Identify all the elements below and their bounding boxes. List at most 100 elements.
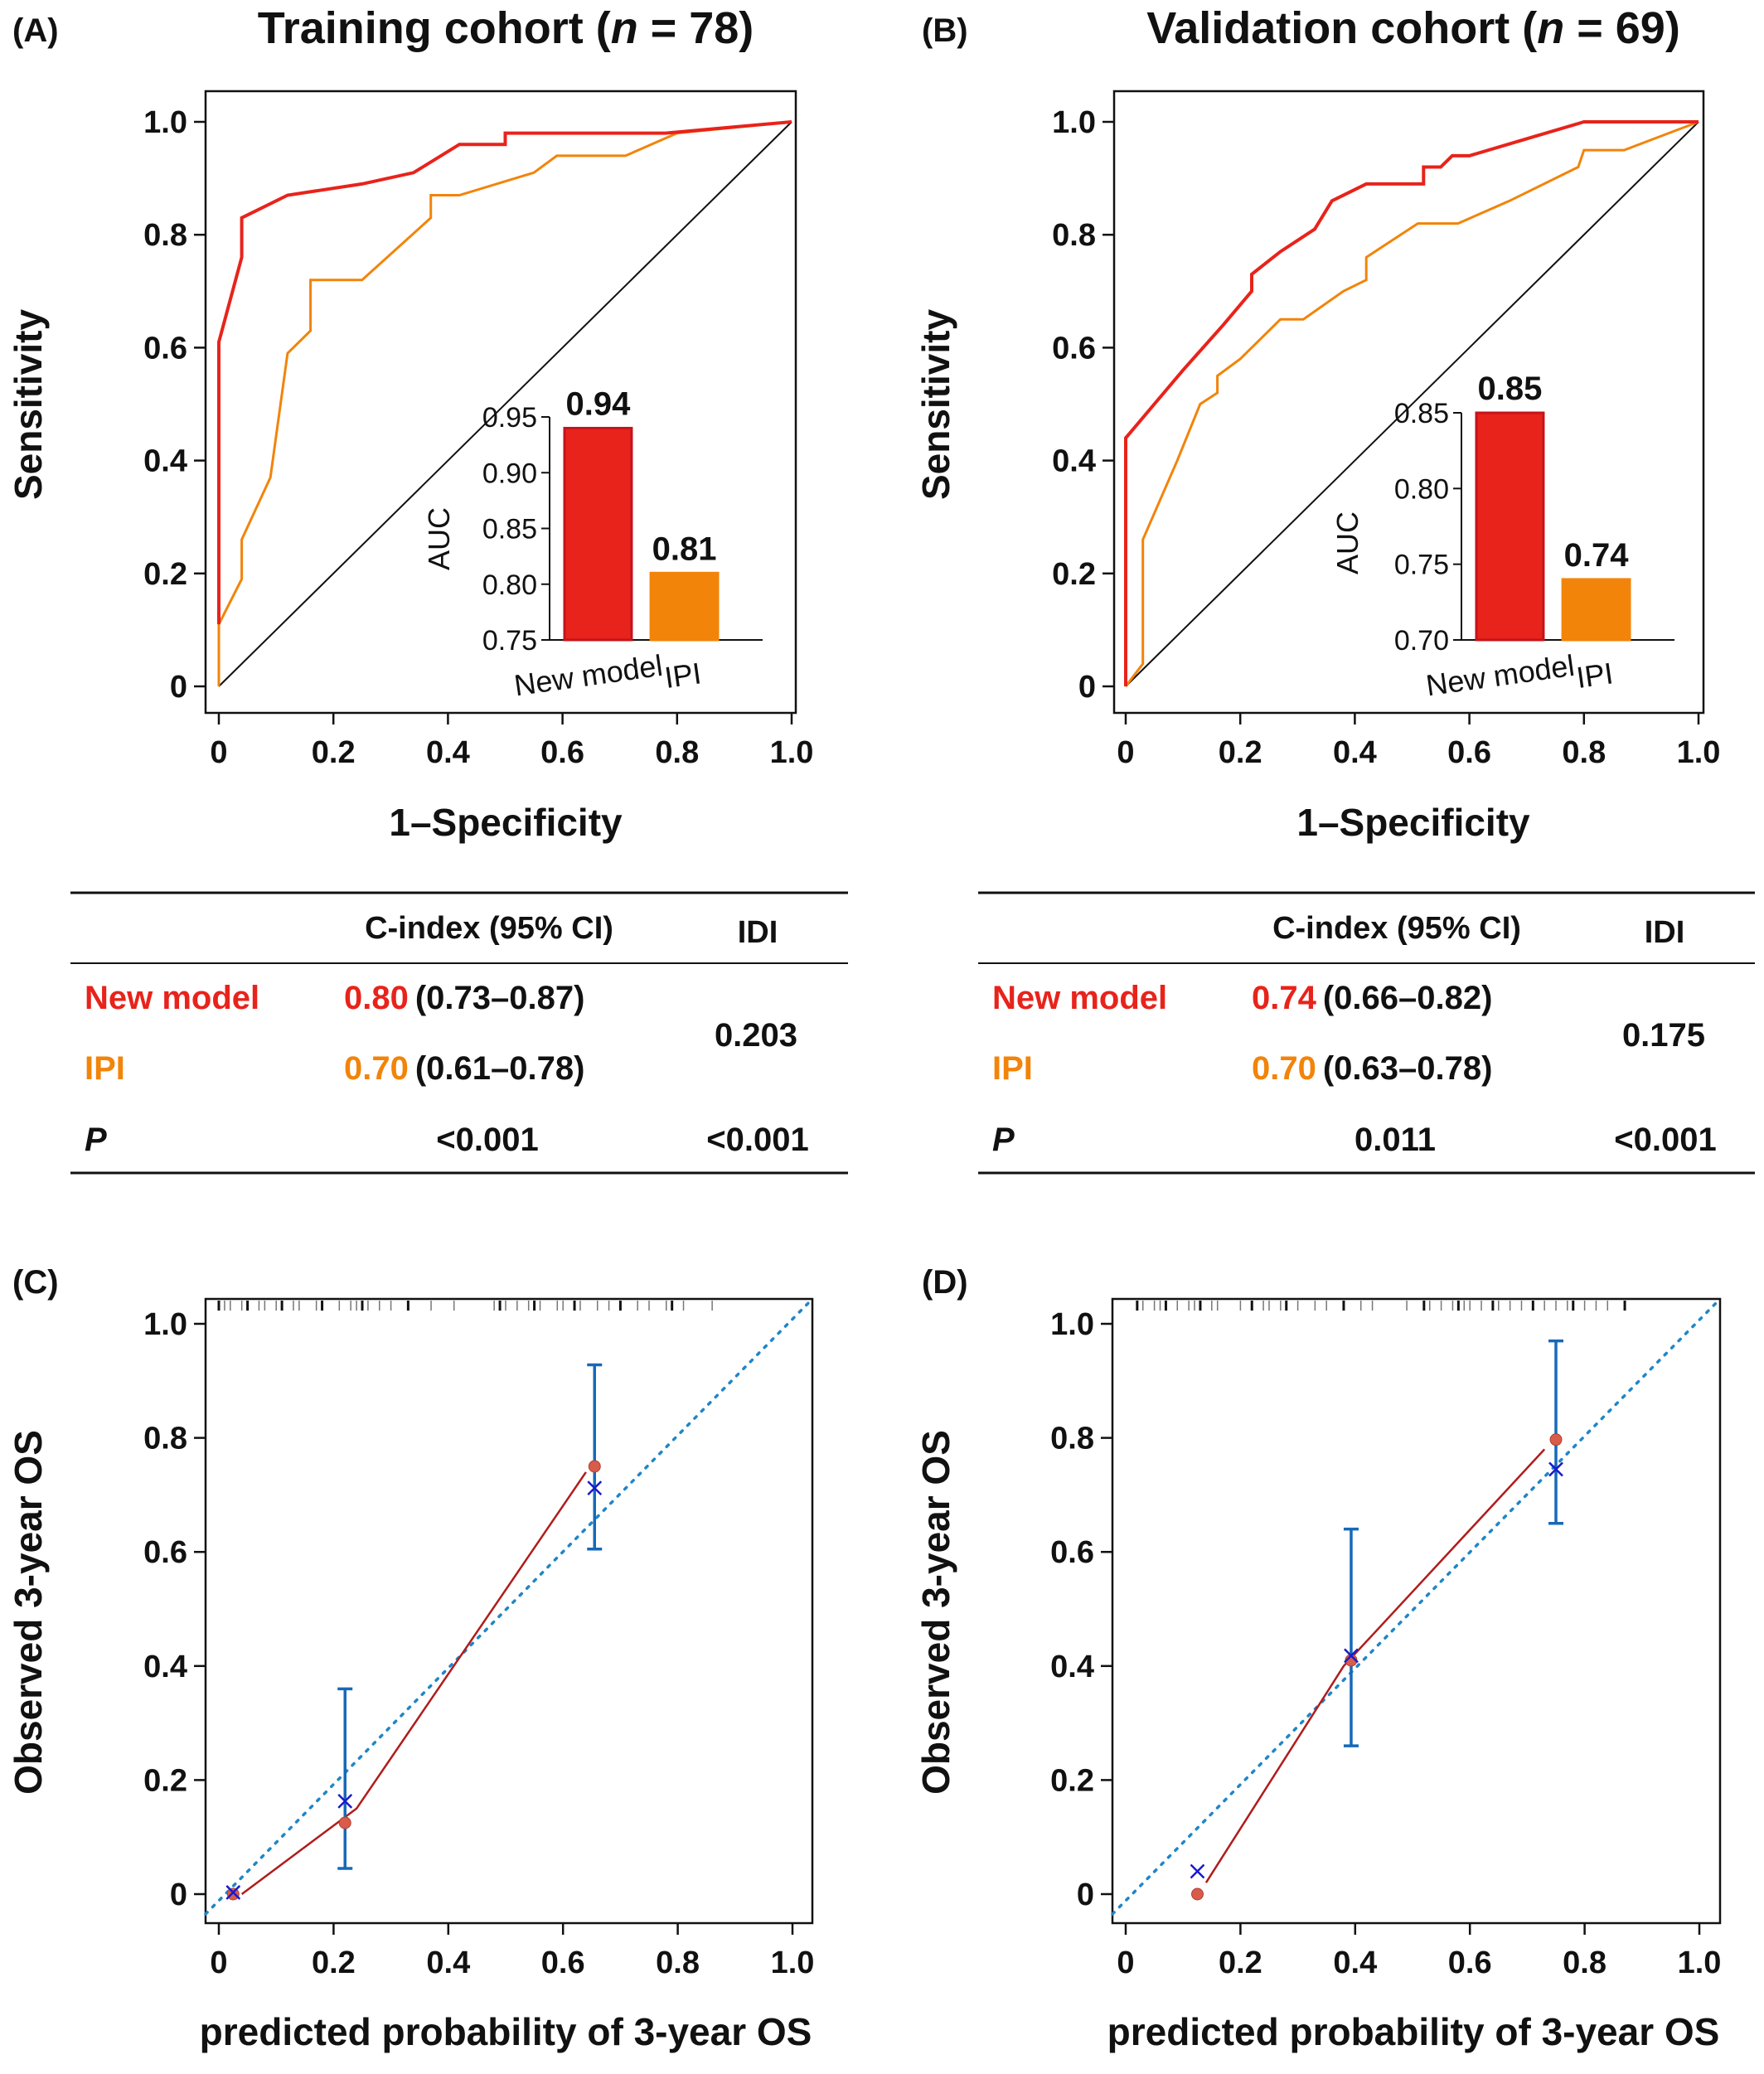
y-tick-label: 0.4 bbox=[143, 444, 187, 479]
y-tick-label: 1.0 bbox=[143, 105, 187, 140]
x-tick-label: 0.6 bbox=[1448, 1946, 1492, 1980]
x-axis-title: predicted probability of 3-year OS bbox=[200, 2010, 812, 2053]
x-tick-label: 1.0 bbox=[771, 1946, 815, 1980]
x-axis-title: predicted probability of 3-year OS bbox=[1107, 2010, 1720, 2053]
inset-category-label: IPI bbox=[1574, 656, 1615, 695]
y-tick-label: 0.8 bbox=[143, 1422, 187, 1456]
x-axis-title: 1–Specificity bbox=[1296, 801, 1530, 844]
panel-d-letter: (D) bbox=[922, 1264, 968, 1301]
auc-value-label: 0.85 bbox=[1478, 371, 1543, 407]
roc-series-ipi bbox=[217, 120, 792, 686]
y-tick-label: 0 bbox=[1077, 1878, 1094, 1912]
x-tick-label: 0.8 bbox=[1563, 1946, 1606, 1980]
inset-y-tick-label: 0.85 bbox=[1394, 398, 1449, 429]
p-value-idi: <0.001 bbox=[706, 1122, 808, 1158]
x-tick-label: 1.0 bbox=[1678, 1946, 1722, 1980]
y-axis-title: Observed 3-year OS bbox=[914, 1430, 957, 1795]
x-tick-label: 0.2 bbox=[1219, 735, 1262, 770]
x-tick-label: 0 bbox=[210, 735, 227, 770]
y-tick-label: 1.0 bbox=[143, 1307, 187, 1342]
roc-series-ipi bbox=[1124, 120, 1699, 687]
x-tick-label: 0.4 bbox=[1333, 1946, 1377, 1980]
auc-bar-ipi bbox=[1561, 578, 1631, 642]
p-value-cindex: 0.011 bbox=[1354, 1122, 1436, 1158]
auc-value-label: 0.94 bbox=[566, 385, 632, 422]
bias-corrected-point bbox=[587, 1480, 603, 1496]
row-label-new-model: New model bbox=[85, 980, 259, 1016]
row-value-new-model: 0.80 (0.73–0.87) bbox=[344, 980, 584, 1016]
panel-a: (A) Training cohort (n = 78) 0 0.2 0.4 0.6 0… bbox=[7, 3, 848, 1175]
y-tick-label: 1.0 bbox=[1050, 1307, 1094, 1342]
panel-a-title: Training cohort (n = 78) bbox=[258, 3, 754, 53]
y-tick-label: 0.6 bbox=[143, 1535, 187, 1570]
y-tick-label: 0 bbox=[170, 1878, 187, 1912]
auc-value-label: 0.81 bbox=[652, 531, 717, 567]
panel-b-letter: (B) bbox=[922, 12, 968, 49]
reference-diagonal bbox=[1125, 121, 1699, 687]
y-tick-label: 0.4 bbox=[143, 1650, 187, 1684]
observed-point bbox=[588, 1460, 601, 1473]
inset-y-tick-label: 0.85 bbox=[482, 514, 537, 545]
row-value-ipi: 0.70 (0.61–0.78) bbox=[344, 1050, 584, 1087]
y-tick-label: 1.0 bbox=[1052, 105, 1096, 140]
y-tick-label: 0 bbox=[1078, 670, 1096, 705]
inset-y-tick-label: 0.75 bbox=[1394, 550, 1449, 581]
y-tick-label: 0.4 bbox=[1052, 444, 1096, 479]
bias-corrected-point bbox=[1548, 1461, 1563, 1477]
inset-y-axis-title: AUC bbox=[1330, 511, 1364, 574]
observed-point bbox=[338, 1816, 351, 1829]
inset-y-axis-title: AUC bbox=[422, 507, 456, 570]
x-tick-label: 0.8 bbox=[1562, 735, 1606, 770]
plot-frame bbox=[204, 90, 797, 715]
auc-bar-new-model bbox=[563, 426, 633, 642]
calibration-fit-line bbox=[1204, 1448, 1546, 1883]
col-header-cindex: C-index (95% CI) bbox=[1272, 911, 1521, 946]
x-tick-label: 0.6 bbox=[541, 1946, 585, 1980]
roc-series-new-model bbox=[1124, 120, 1699, 686]
x-tick-label: 1.0 bbox=[770, 735, 814, 770]
y-tick-label: 0 bbox=[170, 670, 187, 705]
x-tick-label: 0.2 bbox=[312, 735, 356, 770]
y-tick-label: 0.6 bbox=[1050, 1535, 1094, 1570]
x-tick-label: 1.0 bbox=[1677, 735, 1721, 770]
x-tick-label: 0.2 bbox=[312, 1946, 356, 1980]
y-axis-title: Observed 3-year OS bbox=[7, 1430, 50, 1795]
inset-y-tick-label: 0.70 bbox=[1394, 625, 1449, 657]
row-label-ipi: IPI bbox=[85, 1050, 125, 1087]
col-header-idi: IDI bbox=[738, 915, 778, 950]
x-tick-label: 0.8 bbox=[656, 1946, 700, 1980]
bias-corrected-point bbox=[225, 1885, 241, 1900]
x-tick-label: 0.6 bbox=[540, 735, 584, 770]
p-value-cindex: <0.001 bbox=[436, 1122, 538, 1158]
calibration-chart-validation: 0 0.2 0.4 0.6 0.8 1.0 0 0.2 0.4 0.6 0.8 1.0 predicte… bbox=[914, 1297, 1722, 2053]
idi-value: 0.203 bbox=[715, 1017, 797, 1054]
panel-c: (C) 0 0.2 0.4 0.6 0.8 1.0 0 0.2 0.4 0.6 0.8 1.0 pred… bbox=[7, 1264, 814, 2053]
x-tick-label: 0 bbox=[1117, 735, 1134, 770]
observed-point bbox=[1549, 1433, 1563, 1446]
x-tick-label: 0.4 bbox=[426, 1946, 470, 1980]
roc-series-new-model bbox=[217, 120, 792, 625]
y-tick-label: 0.2 bbox=[143, 557, 187, 592]
y-tick-label: 0.8 bbox=[1050, 1422, 1094, 1456]
row-value-ipi: 0.70 (0.63–0.78) bbox=[1252, 1050, 1492, 1087]
row-label-ipi: IPI bbox=[992, 1050, 1033, 1087]
panel-a-letter: (A) bbox=[12, 12, 59, 49]
idi-value: 0.175 bbox=[1622, 1017, 1705, 1054]
y-tick-label: 0.6 bbox=[143, 331, 187, 366]
y-tick-label: 0.2 bbox=[1052, 557, 1096, 592]
auc-value-label: 0.74 bbox=[1564, 537, 1630, 574]
panel-c-letter: (C) bbox=[12, 1264, 59, 1301]
plot-frame bbox=[204, 1297, 814, 1925]
panel-b-title: Validation cohort (n = 69) bbox=[1146, 3, 1680, 53]
panel-d: (D) 0 0.2 0.4 0.6 0.8 1.0 0 0.2 0.4 0.6 0.8 1.0 pred… bbox=[914, 1264, 1722, 2053]
x-tick-label: 0.6 bbox=[1447, 735, 1491, 770]
row-value-new-model: 0.74 (0.66–0.82) bbox=[1252, 980, 1492, 1016]
col-header-cindex: C-index (95% CI) bbox=[365, 911, 613, 946]
row-label-p: P bbox=[85, 1122, 107, 1158]
inset-y-tick-label: 0.75 bbox=[482, 625, 537, 657]
observed-point bbox=[226, 1887, 240, 1901]
inset-y-tick-label: 0.90 bbox=[482, 458, 537, 489]
col-header-idi: IDI bbox=[1645, 915, 1685, 950]
x-axis-title: 1–Specificity bbox=[389, 801, 623, 844]
